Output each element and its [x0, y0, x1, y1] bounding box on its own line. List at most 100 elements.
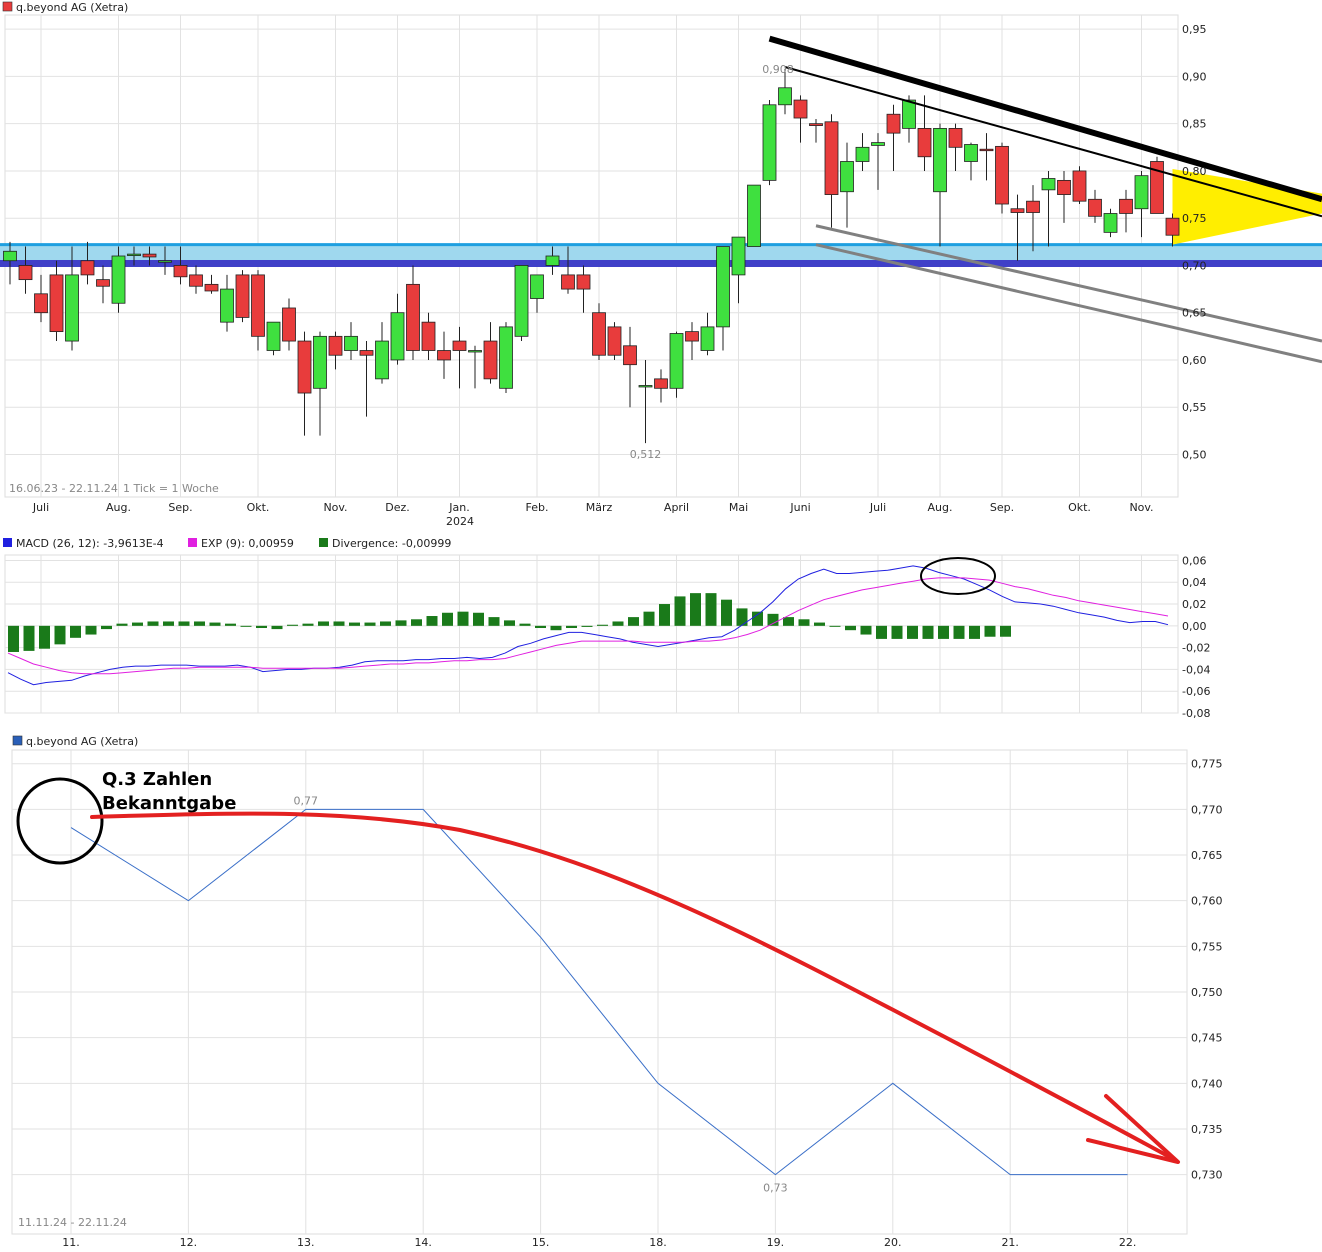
x-tick-label: 18. — [649, 1236, 667, 1249]
candle-body — [282, 307, 296, 342]
candle-body — [793, 99, 808, 119]
x-tick-label: Juli — [32, 501, 49, 514]
divergence-bar — [457, 611, 469, 626]
year-label: 2024 — [446, 515, 474, 528]
candle-body — [65, 274, 79, 342]
divergence-bar — [628, 617, 639, 626]
trend-arrow-shaft — [90, 811, 1177, 1162]
exp-legend-label: EXP (9): 0,00959 — [201, 537, 294, 550]
line-chart-title: q.beyond AG (Xetra) — [26, 735, 138, 748]
resistance-line-thick — [768, 35, 1322, 203]
divergence-bar — [612, 621, 624, 626]
candle-body — [871, 142, 885, 146]
candle-body — [421, 321, 436, 351]
lower-channel-line-2 — [815, 243, 1322, 364]
candle-body — [809, 123, 823, 126]
candle-body — [917, 128, 932, 158]
candle-body — [855, 146, 870, 162]
candle-body — [592, 312, 606, 356]
candle-body — [1041, 178, 1056, 191]
candle-body — [189, 274, 203, 287]
candle-body — [1150, 161, 1164, 214]
divergence-bar — [953, 625, 965, 639]
divergence-bar — [674, 596, 686, 626]
trend-lines — [768, 35, 1322, 364]
divergence-bar — [39, 625, 50, 649]
y-tick-label: -0,06 — [1182, 685, 1210, 698]
resistance-line-thin — [784, 66, 1322, 218]
divergence-bar — [132, 622, 143, 626]
divergence-bar — [1000, 625, 1011, 637]
y-tick-label: -0,08 — [1182, 707, 1210, 720]
divergence-bar — [535, 625, 546, 629]
divergence-bar — [643, 611, 655, 626]
candle-body — [669, 333, 684, 389]
y-tick-label: 0,750 — [1191, 986, 1223, 999]
candle-body — [127, 253, 141, 257]
divergence-bar — [380, 621, 391, 626]
macd-legend-label: MACD (26, 12): -3,9613E-4 — [16, 537, 164, 550]
divergence-bar — [147, 621, 159, 626]
divergence-bar — [116, 623, 128, 626]
divergence-bar — [349, 622, 360, 626]
candle-body — [778, 87, 792, 106]
candle-body — [344, 335, 358, 351]
divergence-bar — [473, 612, 484, 626]
min-value-label: 0,73 — [763, 1182, 788, 1195]
divergence-bar — [411, 619, 422, 626]
candle-body — [142, 253, 157, 258]
candle-body — [979, 148, 994, 152]
divergence-bar — [550, 625, 562, 631]
divergence-bar — [194, 621, 205, 626]
candle-body — [623, 345, 637, 366]
candle-body — [607, 326, 622, 356]
candle-body — [328, 335, 343, 356]
candle-body — [499, 326, 513, 389]
y-tick-label: 0,06 — [1182, 554, 1207, 567]
y-tick-label: 0,745 — [1191, 1032, 1223, 1045]
divergence-bar — [752, 611, 763, 626]
candle-body — [220, 288, 234, 323]
divergence-bar — [85, 625, 97, 635]
candle-panel: 0,50 0,55 0,60 0,65 0,70 0,75 0,80 0,85 0,90 0,95… — [0, 1, 1322, 528]
candle-body — [34, 293, 48, 314]
y-tick-label: -0,02 — [1182, 642, 1210, 655]
candle-body — [654, 378, 668, 389]
candle-body — [49, 274, 64, 333]
divergence-bar — [690, 593, 701, 626]
candle-body — [762, 104, 777, 181]
max-value-label: 0,77 — [294, 794, 319, 807]
x-tick-label: März — [586, 501, 613, 514]
candle-tick-note: 1 Tick = 1 Woche — [123, 482, 219, 495]
macd-lines — [7, 565, 1169, 686]
candle-body — [964, 144, 978, 162]
divergence-bar — [783, 617, 794, 626]
divergence-bar — [23, 625, 35, 651]
divergence-bar — [395, 620, 407, 626]
candle-body — [251, 274, 265, 337]
candle-body — [747, 184, 761, 247]
support-zone — [0, 244, 1322, 264]
candle-body — [452, 340, 467, 351]
x-tick-label: Nov. — [1129, 501, 1153, 514]
divergence-bar — [302, 623, 314, 626]
x-tick-label: Juni — [789, 501, 810, 514]
macd-line — [7, 565, 1169, 686]
x-tick-label: 20. — [884, 1236, 902, 1249]
y-tick-label: 0,65 — [1182, 307, 1207, 320]
x-tick-label: 12. — [180, 1236, 198, 1249]
divergence-bar — [566, 625, 577, 629]
price-line — [70, 808, 1128, 1176]
line-date-range: 11.11.24 - 22.11.24 — [18, 1216, 127, 1229]
x-tick-label: Sep. — [168, 501, 192, 514]
y-tick-label: 0,75 — [1182, 212, 1207, 225]
x-tick-label: 15. — [532, 1236, 550, 1249]
support-bands — [0, 169, 1322, 268]
x-tick-label: Dez. — [385, 501, 410, 514]
candle-body — [1103, 213, 1118, 233]
y-tick-label: 0,775 — [1191, 758, 1223, 771]
candle-body — [1072, 170, 1087, 202]
divergence-bar — [70, 625, 81, 638]
lower-channel-line-1 — [815, 224, 1322, 343]
